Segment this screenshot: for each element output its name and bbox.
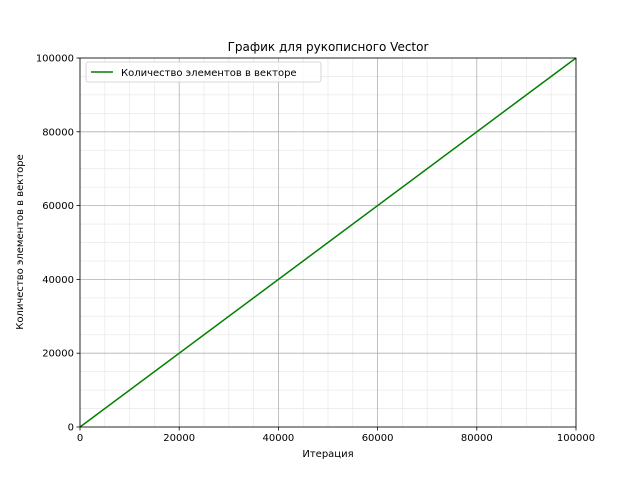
x-tick-label: 40000	[262, 433, 294, 444]
y-tick-label: 60000	[42, 201, 74, 212]
legend-entry-label: Количество элементов в векторе	[121, 68, 297, 79]
y-axis-label: Количество элементов в векторе	[15, 154, 26, 330]
y-tick-label: 20000	[42, 349, 74, 360]
x-tick-label: 100000	[557, 433, 595, 444]
chart-title: График для рукописного Vector	[228, 40, 429, 54]
series-layer	[79, 57, 577, 428]
y-tick-label: 0	[68, 423, 74, 434]
y-tick-label: 40000	[42, 275, 74, 286]
x-tick-label: 0	[77, 433, 83, 444]
minor-grid	[80, 58, 576, 427]
plot-frame	[79, 57, 577, 428]
x-axis: 0 20000 40000 60000 80000 100000	[77, 427, 595, 444]
legend: Количество элементов в векторе	[85, 61, 322, 83]
x-axis-label: Итерация	[302, 449, 353, 460]
series-line	[79, 57, 577, 428]
x-tick-label: 60000	[362, 433, 394, 444]
y-tick-label: 100000	[36, 54, 74, 65]
y-tick-label: 80000	[42, 127, 74, 138]
y-axis: 0 20000 40000 60000 80000 100000	[36, 54, 80, 434]
x-tick-label: 20000	[163, 433, 195, 444]
legend-box	[85, 61, 322, 83]
x-tick-label: 80000	[461, 433, 493, 444]
